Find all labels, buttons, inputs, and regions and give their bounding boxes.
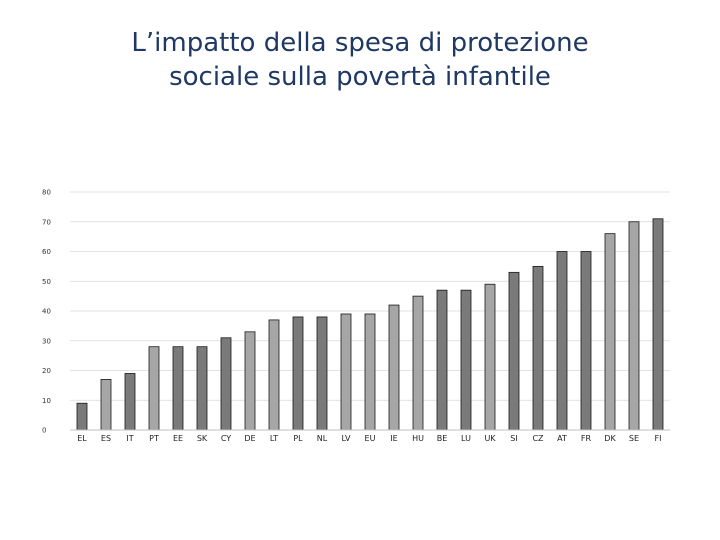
x-tick-label-lt: LT	[270, 434, 278, 443]
y-tick-label: 10	[42, 397, 51, 405]
x-tick-label-uk: UK	[484, 434, 496, 443]
bar-be	[436, 289, 448, 431]
bar-hu	[412, 295, 424, 431]
y-tick-label: 40	[42, 308, 51, 316]
x-tick-label-dk: DK	[604, 434, 616, 443]
bar-pt	[148, 346, 160, 431]
x-tick-label-es: ES	[101, 434, 111, 443]
bars	[76, 218, 664, 431]
x-tick-label-se: SE	[629, 434, 639, 443]
x-tick-label-hu: HU	[412, 434, 424, 443]
x-tick-label-at: AT	[557, 434, 567, 443]
x-tick-label-it: IT	[126, 434, 133, 443]
y-tick-label: 20	[42, 367, 51, 375]
bar-lt	[268, 319, 280, 431]
y-tick-label: 60	[42, 248, 51, 256]
x-tick-label-ee: EE	[173, 434, 183, 443]
bar-dk	[604, 233, 616, 431]
bar-fr	[580, 251, 592, 431]
y-tick-label: 0	[42, 427, 46, 435]
x-tick-label-lu: LU	[461, 434, 471, 443]
x-tick-label-be: BE	[437, 434, 448, 443]
x-tick-label-pl: PL	[293, 434, 303, 443]
y-tick-label: 70	[42, 218, 51, 226]
bar-sk	[196, 346, 208, 431]
x-tick-label-lv: LV	[341, 434, 351, 443]
title-line-2: sociale sulla povertà infantile	[169, 62, 551, 92]
y-tick-label: 50	[42, 278, 51, 286]
bar-el	[76, 402, 88, 431]
y-tick-label: 30	[42, 337, 51, 345]
x-tick-label-sk: SK	[197, 434, 208, 443]
title-line-1: L’impatto della spesa di protezione	[131, 28, 589, 58]
x-tick-label-ie: IE	[390, 434, 397, 443]
bar-cz	[532, 265, 544, 431]
y-axis-ticks: 0 10 20 30 40 50 60 70 80	[42, 189, 51, 435]
bar-es	[100, 379, 112, 431]
bar-ee	[172, 346, 184, 431]
x-tick-label-de: DE	[244, 434, 255, 443]
x-tick-label-cy: CY	[221, 434, 231, 443]
bar-eu	[364, 313, 376, 431]
bar-lv	[340, 313, 352, 431]
x-tick-label-fi: FI	[655, 434, 662, 443]
bar-lu	[460, 289, 472, 431]
gridlines	[70, 191, 670, 431]
slide-title: L’impatto della spesa di protezione soci…	[0, 26, 720, 94]
x-tick-label-nl: NL	[317, 434, 328, 443]
bar-at	[556, 251, 568, 431]
x-axis-labels: EL ES IT PT EE SK CY DE LT PL NL LV EU IE HU BE LU UK SI CZ…	[77, 434, 661, 443]
x-tick-label-fr: FR	[581, 434, 592, 443]
x-tick-label-eu: EU	[365, 434, 376, 443]
bar-ie	[388, 304, 400, 431]
bar-nl	[316, 316, 328, 431]
bar-it	[124, 373, 136, 431]
bar-si	[508, 271, 520, 431]
bar-cy	[220, 337, 232, 431]
bar-pl	[292, 316, 304, 431]
y-tick-label: 80	[42, 189, 51, 197]
bar-de	[244, 331, 256, 431]
x-tick-label-cz: CZ	[532, 434, 544, 443]
x-tick-label-si: SI	[510, 434, 517, 443]
bar-chart: 0 10 20 30 40 50 60 70 80 EL ES IT PT EE SK CY DE LT PL NL…	[42, 189, 670, 443]
x-tick-label-el: EL	[77, 434, 87, 443]
x-tick-label-pt: PT	[149, 434, 159, 443]
bar-uk	[484, 283, 496, 431]
bar-se	[628, 221, 640, 431]
bar-fi	[652, 218, 664, 431]
